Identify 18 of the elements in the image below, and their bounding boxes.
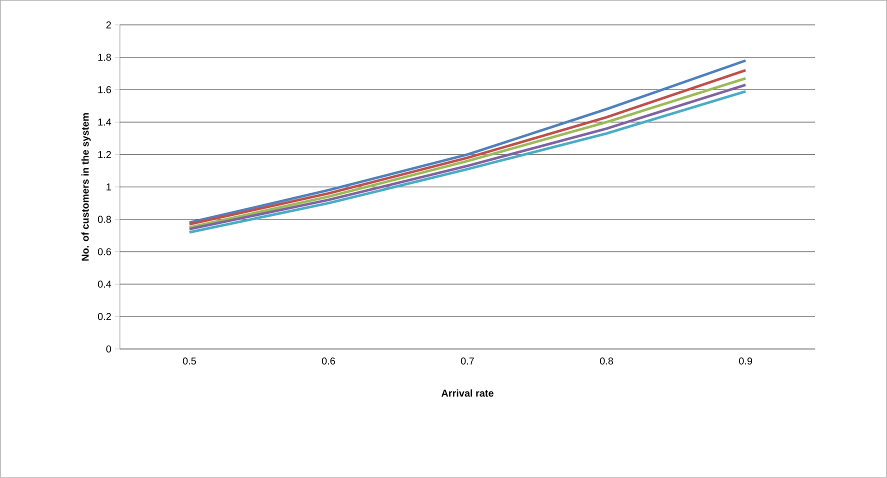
y-tick-label: 0.2 (98, 313, 111, 320)
y-tick-label: 0.4 (98, 280, 112, 288)
y-tick-label: 1 (106, 184, 111, 190)
x-tick-label: 0.5 (182, 358, 196, 365)
x-axis-title: Arrival rate (441, 389, 494, 397)
x-tick-label: 0.6 (322, 358, 335, 365)
y-tick-label: 1.4 (98, 118, 112, 126)
y-tick-label: 1.2 (98, 151, 111, 158)
y-tick-label: 0.6 (98, 248, 111, 256)
x-tick-label: 0.9 (739, 358, 752, 365)
y-tick-label: 0.8 (98, 216, 111, 223)
y-tick-label: 2 (106, 21, 111, 28)
x-tick-label: 0.7 (460, 358, 474, 365)
y-axis-title: No. of customers in the system (81, 113, 91, 261)
y-tick-label: 1.6 (98, 86, 111, 94)
y-tick-label: 1.8 (98, 54, 111, 61)
x-tick-label: 0.8 (600, 358, 614, 365)
y-tick-label: 0 (106, 345, 112, 353)
